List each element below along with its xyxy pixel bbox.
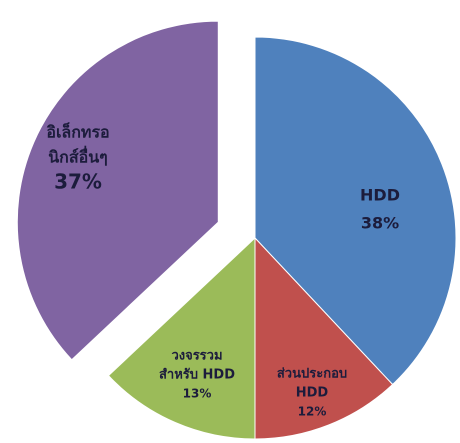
pie-slice bbox=[107, 236, 256, 440]
slice-label: วงจรรวม bbox=[171, 349, 222, 364]
slice-value-label: 13% bbox=[183, 387, 212, 401]
slice-label: ส่วนประกอบ bbox=[277, 367, 347, 382]
slice-label: นิกส์อื่นๆ bbox=[48, 146, 108, 167]
slice-label: HDD bbox=[296, 386, 329, 401]
slice-label: อิเล็กทรอ bbox=[46, 121, 110, 142]
pie-slice bbox=[16, 20, 219, 361]
pie-slice bbox=[254, 36, 457, 386]
slice-label: สำหรับ HDD bbox=[159, 367, 235, 383]
slice-value-label: 37% bbox=[54, 170, 102, 194]
slice-value-label: 12% bbox=[298, 405, 327, 419]
pie-slice bbox=[254, 236, 394, 440]
slice-value-label: 38% bbox=[361, 214, 399, 233]
slice-label: HDD bbox=[360, 186, 400, 205]
